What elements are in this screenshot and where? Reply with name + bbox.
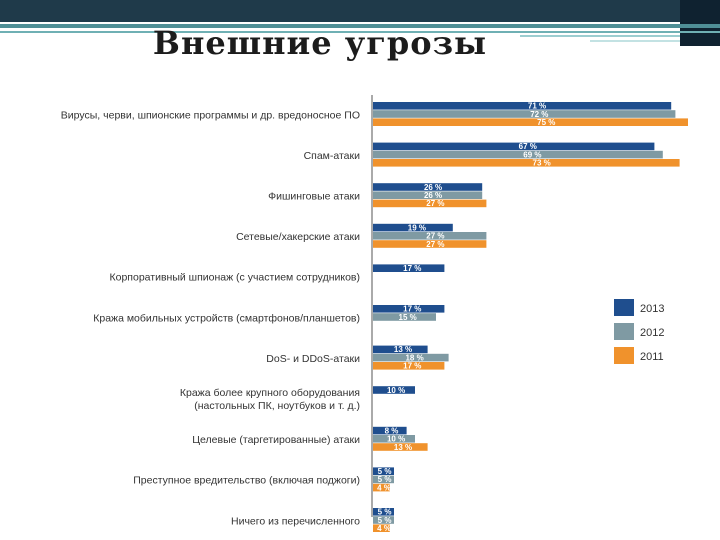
header-rule — [0, 24, 720, 28]
data-label-2011: 13 % — [394, 443, 412, 452]
bar-2011 — [373, 240, 487, 248]
data-label-2013: 5 % — [378, 467, 392, 476]
data-label-2013: 17 % — [403, 305, 421, 314]
bar-2012 — [373, 516, 394, 524]
bar-2013 — [373, 223, 453, 232]
legend-swatch-2012 — [614, 323, 634, 340]
header-band — [0, 0, 720, 22]
header-rule — [520, 35, 680, 37]
bar-2013 — [373, 183, 483, 191]
category-label-line: Корпоративный шпионаж (с участием сотруд… — [110, 272, 361, 284]
category-label-line: Кража более крупного оборудования — [180, 387, 360, 399]
category-label: Корпоративный шпионаж (с участием сотруд… — [110, 272, 361, 284]
category-label-line: Ничего из перечисленного — [231, 515, 360, 527]
data-label-2013: 67 % — [519, 142, 537, 151]
bar-2013 — [373, 142, 655, 151]
data-label-2011: 4 % — [377, 483, 391, 492]
data-label-2013: 71 % — [528, 102, 546, 111]
bar-2012 — [373, 191, 483, 199]
bar-2013 — [373, 102, 672, 110]
category-label-line: Спам-атаки — [304, 150, 361, 162]
data-label-2013: 8 % — [385, 426, 399, 435]
legend-label-2013: 2013 — [640, 303, 664, 315]
bar-2012 — [373, 110, 676, 118]
category-label-line: Кража мобильных устройств (смартфонов/пл… — [93, 312, 360, 324]
bar-2011 — [373, 199, 487, 208]
bar-2011 — [373, 159, 680, 167]
data-label-2013: 17 % — [403, 264, 421, 273]
bar-2013 — [373, 508, 394, 516]
bar-2013 — [373, 305, 445, 313]
bar-2013 — [373, 426, 407, 435]
data-label-2012: 15 % — [399, 313, 417, 322]
header-rule — [590, 40, 680, 42]
data-label-2011: 75 % — [537, 118, 555, 127]
data-label-2011: 4 % — [377, 524, 391, 533]
data-label-2012: 18 % — [405, 353, 423, 362]
bar-2012 — [373, 232, 487, 240]
category-label-line: Вирусы, черви, шпионские программы и др.… — [61, 109, 360, 121]
data-label-2012: 72 % — [530, 110, 548, 119]
category-label: DoS- и DDoS-атаки — [266, 353, 360, 365]
category-label-line: (настольных ПК, ноутбуков и т. д.) — [194, 400, 360, 412]
bar-2012 — [373, 150, 663, 159]
category-label: Ничего из перечисленного — [231, 515, 360, 527]
data-label-2013: 10 % — [387, 386, 405, 395]
data-label-2012: 5 % — [378, 475, 392, 484]
category-label: Преступное вредительство (включая поджог… — [133, 475, 360, 487]
data-label-2013: 19 % — [408, 223, 426, 232]
bar-2011 — [373, 443, 428, 451]
data-label-2012: 69 % — [523, 150, 541, 159]
header-band-corner — [680, 0, 720, 46]
legend-label-2012: 2012 — [640, 327, 664, 339]
legend-swatch-2011 — [614, 347, 634, 364]
slide-title: Внешние угрозы — [152, 24, 488, 62]
bar-2012 — [373, 313, 436, 321]
category-label-line: Целевые (таргетированные) атаки — [192, 434, 360, 446]
bar-2013 — [373, 467, 394, 475]
bar-2012 — [373, 353, 449, 362]
category-label-line: DoS- и DDoS-атаки — [266, 353, 360, 365]
category-label: Фишинговые атаки — [268, 191, 360, 203]
legend-label-2011: 2011 — [640, 351, 664, 363]
data-label-2012: 26 % — [424, 191, 442, 200]
legend-swatch-2013 — [614, 299, 634, 316]
category-label: Сетевые/хакерские атаки — [236, 231, 360, 243]
category-label-line: Фишинговые атаки — [268, 191, 360, 203]
category-label: Спам-атаки — [304, 150, 361, 162]
category-label: Вирусы, черви, шпионские программы и др.… — [61, 109, 360, 121]
data-label-2013: 26 % — [424, 183, 442, 192]
data-label-2011: 73 % — [533, 159, 551, 168]
category-label-line: Преступное вредительство (включая поджог… — [133, 475, 360, 487]
bar-2011 — [373, 118, 688, 126]
data-label-2012: 27 % — [426, 232, 444, 241]
data-label-2011: 17 % — [403, 362, 421, 371]
data-label-2011: 27 % — [426, 199, 444, 208]
data-label-2012: 10 % — [387, 435, 405, 444]
bar-2011 — [373, 483, 390, 492]
category-label: Кража мобильных устройств (смартфонов/пл… — [93, 312, 360, 324]
category-label: Кража более крупного оборудования (настол… — [180, 387, 360, 412]
data-label-2013: 5 % — [378, 508, 392, 517]
data-label-2011: 27 % — [426, 240, 444, 249]
bar-2011 — [373, 524, 390, 532]
bar-2012 — [373, 475, 394, 484]
data-label-2013: 13 % — [394, 345, 412, 354]
category-label-line: Сетевые/хакерские атаки — [236, 231, 360, 243]
bar-2011 — [373, 362, 445, 370]
bar-2013 — [373, 264, 445, 272]
bar-2012 — [373, 435, 415, 443]
bar-2013 — [373, 345, 428, 354]
data-label-2012: 5 % — [378, 516, 392, 525]
bar-2013 — [373, 386, 415, 394]
header-rule — [0, 31, 720, 33]
category-label: Целевые (таргетированные) атаки — [192, 434, 360, 446]
